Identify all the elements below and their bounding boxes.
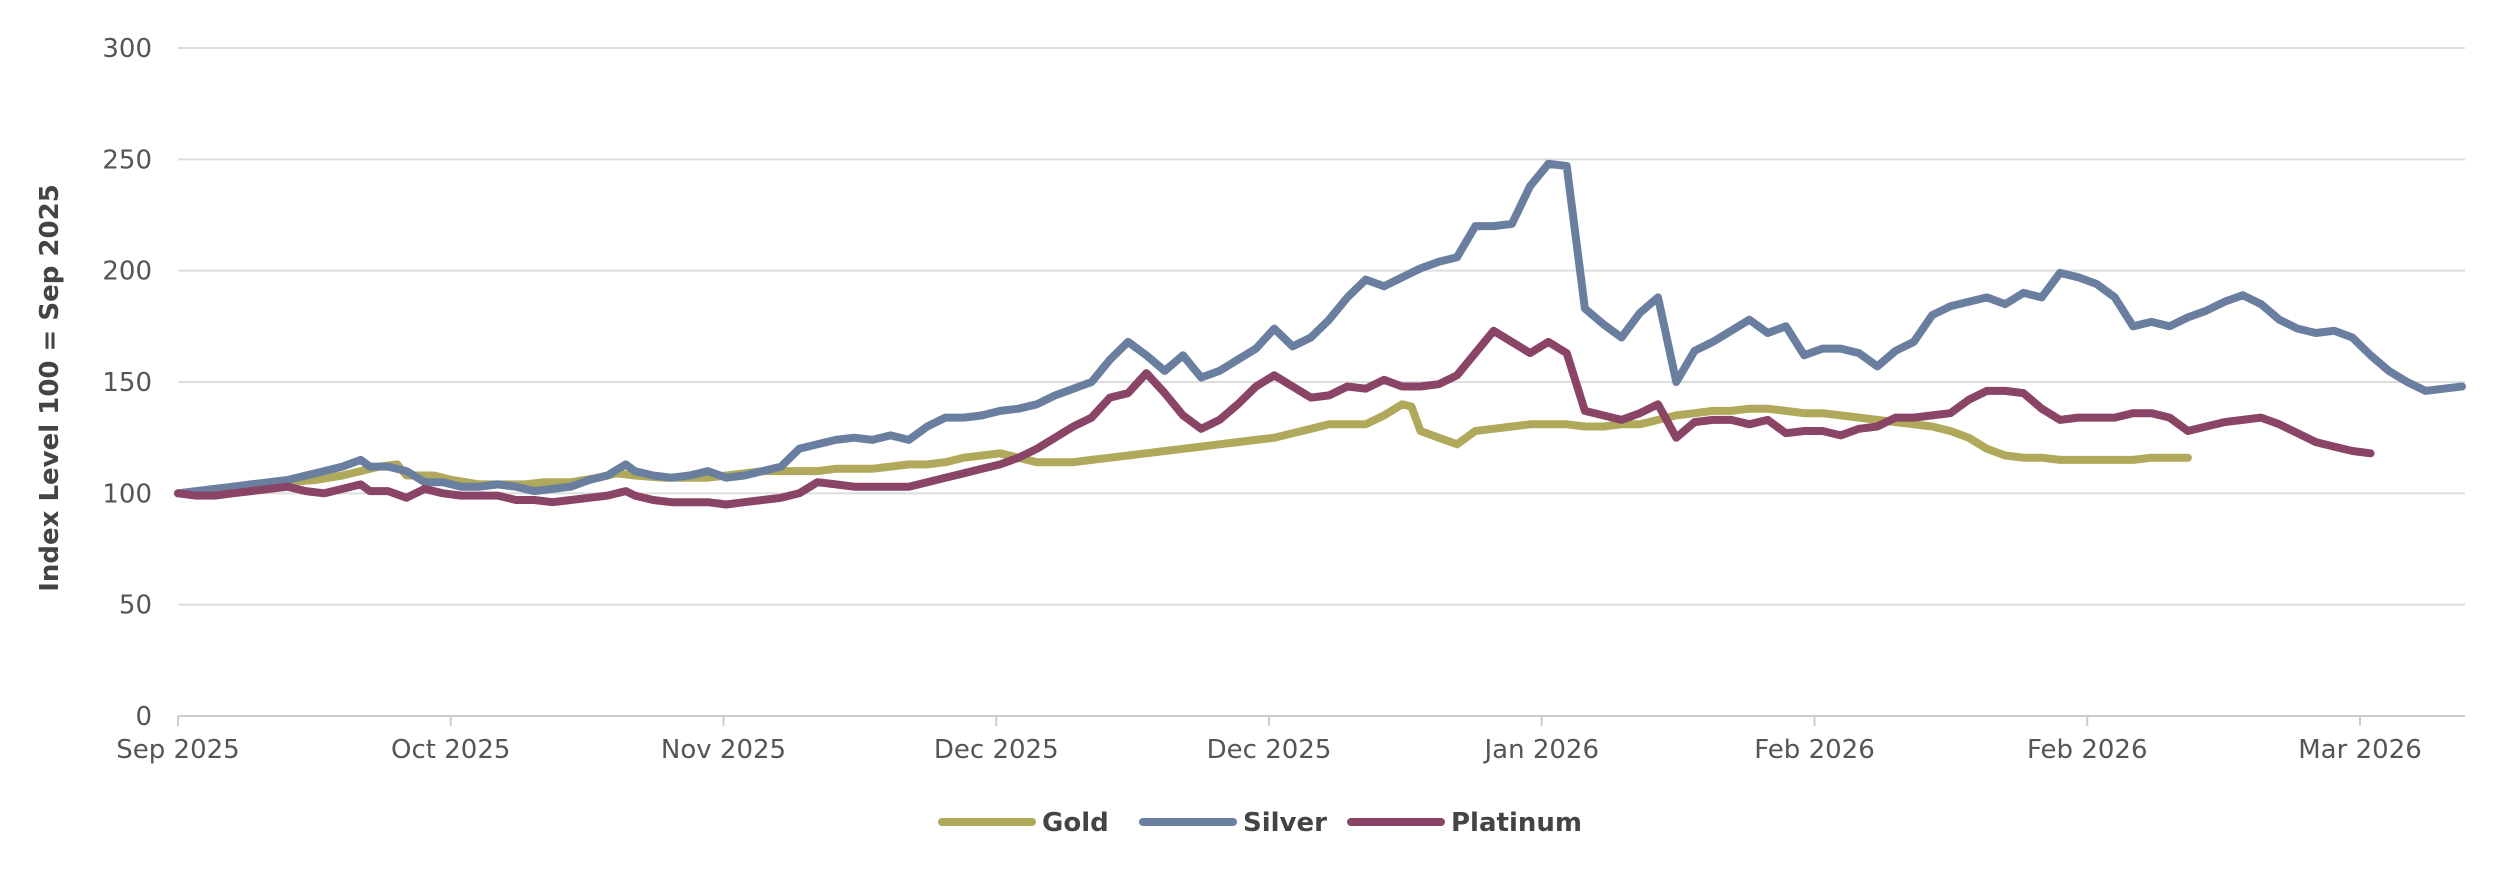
y-axis-title: Index Level 100 = Sep 2025 [35, 184, 65, 592]
series-lines [174, 159, 2466, 509]
series-line-gold [174, 400, 2192, 498]
y-tick-label: 250 [102, 145, 152, 175]
legend-label: Silver [1243, 808, 1327, 838]
x-tick-label: Feb 2026 [2027, 735, 2147, 765]
x-axis-ticks: Sep 2025 Oct 2025 Nov 2025 Dec 2025 Dec 2025… [116, 716, 2422, 765]
legend-item-gold[interactable]: Gold [938, 808, 1109, 838]
x-tick-label: Mar 2026 [2298, 735, 2422, 765]
legend-item-platinum[interactable]: Platinum [1347, 808, 1582, 838]
y-tick-label: 50 [119, 591, 152, 621]
series-line-silver [174, 159, 2466, 498]
y-tick-label: 300 [102, 34, 152, 64]
y-tick-label: 150 [102, 368, 152, 398]
legend[interactable]: Gold Silver Platinum [938, 808, 1582, 838]
x-tick-label: Jan 2026 [1482, 735, 1599, 765]
legend-label: Gold [1042, 808, 1109, 838]
legend-item-silver[interactable]: Silver [1139, 808, 1327, 838]
y-tick-label: 100 [102, 479, 152, 509]
y-tick-label: 200 [102, 257, 152, 287]
series-line-platinum [174, 326, 2375, 509]
x-tick-label: Sep 2025 [116, 735, 239, 765]
x-tick-label: Nov 2025 [661, 735, 786, 765]
x-tick-label: Oct 2025 [391, 735, 510, 765]
legend-label: Platinum [1451, 808, 1582, 838]
y-tick-label: 0 [135, 702, 152, 732]
x-tick-label: Feb 2026 [1754, 735, 1874, 765]
x-tick-label: Dec 2025 [1207, 735, 1332, 765]
gridlines [178, 47, 2465, 606]
y-axis-ticks: 0 50 100 150 200 250 300 [102, 34, 152, 732]
x-tick-label: Dec 2025 [934, 735, 1059, 765]
